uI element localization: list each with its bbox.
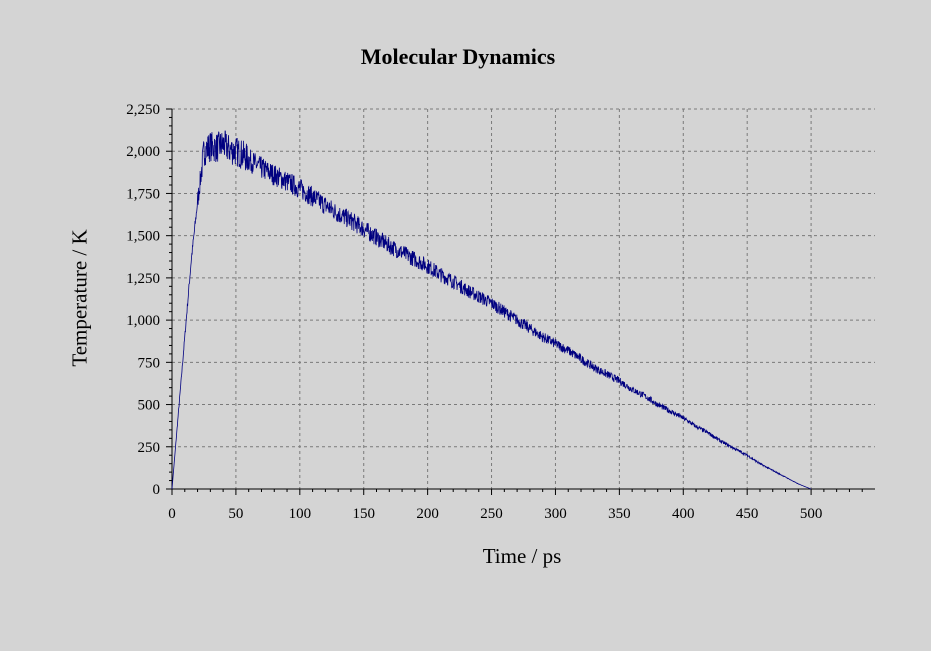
- y-tick-label: 500: [138, 398, 161, 414]
- x-tick-label: 50: [228, 506, 243, 522]
- y-tick-label: 750: [138, 355, 161, 371]
- y-tick-label: 1,750: [126, 186, 160, 202]
- x-tick-label: 100: [289, 506, 312, 522]
- x-tick-label: 450: [736, 506, 759, 522]
- grid-lines: [172, 108, 875, 489]
- chart-title: Molecular Dynamics: [360, 44, 556, 69]
- y-tick-label: 2,250: [126, 102, 160, 118]
- x-tick-label: 150: [352, 506, 375, 522]
- series-group: [171, 130, 812, 490]
- y-tick-label: 1,000: [126, 313, 160, 329]
- x-tick-label: 250: [480, 506, 503, 522]
- y-axis-ticks: 0 250 500 750 1,000 1,250 1,500 1,750 2,000 2,250: [126, 102, 172, 498]
- x-tick-label: 0: [168, 506, 176, 522]
- x-axis-label: Time / ps: [482, 544, 562, 568]
- x-tick-label: 400: [672, 506, 695, 522]
- x-tick-label: 350: [608, 506, 631, 522]
- x-tick-label: 500: [800, 506, 823, 522]
- x-axis-ticks: 0 50 100 150 200 250 300 350 400 450 500: [168, 489, 863, 522]
- y-tick-label: 1,250: [126, 271, 160, 287]
- x-tick-label: 200: [416, 506, 439, 522]
- y-tick-label: 250: [138, 440, 161, 456]
- x-tick-label: 300: [544, 506, 567, 522]
- axes: [171, 109, 875, 490]
- series-line: [171, 130, 812, 490]
- y-tick-label: 1,500: [126, 229, 160, 245]
- y-tick-label: 2,000: [126, 144, 160, 160]
- y-tick-label: 0: [153, 482, 161, 498]
